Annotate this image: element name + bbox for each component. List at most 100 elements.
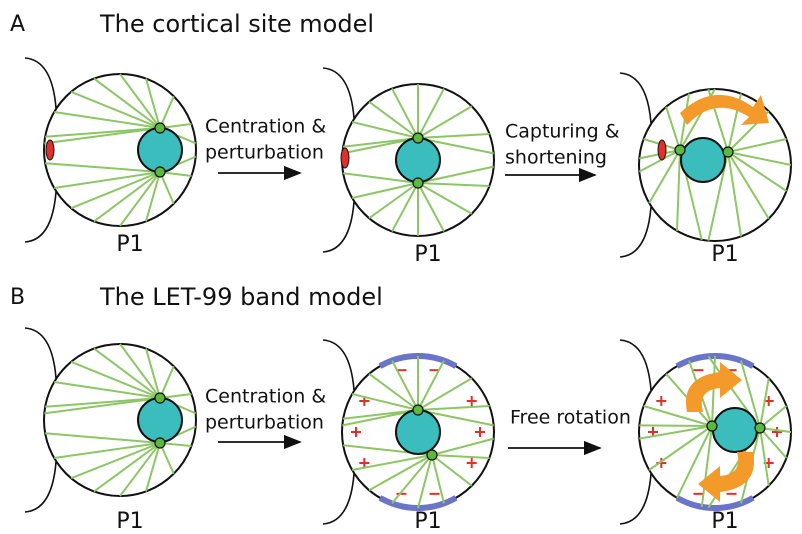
panel-letter: A [10, 12, 25, 37]
microtubule [368, 100, 419, 139]
microtubule [727, 151, 770, 220]
microtubule [351, 121, 419, 139]
microtubule [54, 111, 161, 129]
microtubule [711, 355, 716, 427]
step-label: Free rotation [510, 407, 631, 429]
neighbor-cell [24, 57, 57, 109]
microtubule [638, 149, 681, 173]
microtubule [391, 454, 433, 505]
cell-label: P1 [116, 509, 143, 534]
microtubule [343, 409, 419, 420]
microtubule [417, 105, 473, 139]
nucleus [395, 137, 441, 183]
microtubule [343, 172, 419, 184]
microtubule [368, 372, 419, 411]
microtubule [431, 454, 490, 459]
nucleus [680, 137, 726, 183]
microtubule [700, 425, 713, 507]
microtubule [70, 442, 161, 480]
nucleus [712, 407, 758, 453]
spindle-pole [722, 146, 734, 158]
microtubule [145, 348, 161, 399]
cortical-site [340, 147, 350, 169]
microtubule [759, 427, 770, 486]
microtubule [45, 162, 161, 173]
neighbor-cell [619, 72, 652, 124]
neighbor-cell [322, 201, 355, 253]
microtubule [417, 165, 494, 184]
cortical-site [657, 139, 667, 161]
spindle-pole [154, 437, 166, 449]
microtubule [145, 171, 161, 222]
neighbor-cell [322, 473, 355, 525]
microtubule [351, 182, 419, 199]
microtubule [417, 137, 494, 155]
spindle-pole [426, 449, 438, 461]
spindle-pole [412, 404, 424, 416]
panel-letter: B [10, 285, 25, 310]
step-label: Centration & [205, 116, 326, 138]
spindle-pole [706, 420, 718, 432]
microtubule [93, 171, 161, 223]
microtubule [639, 425, 713, 440]
rotation-arrow [680, 94, 769, 125]
microtubule [70, 360, 161, 399]
microtubule [391, 360, 419, 411]
microtubule [417, 377, 473, 411]
microtubule [648, 425, 713, 471]
neighbor-cell [619, 339, 652, 391]
microtubule [45, 127, 161, 138]
microtubule [93, 347, 161, 399]
microtubule [665, 106, 681, 151]
neighbor-cell [24, 461, 57, 513]
microtubule [391, 182, 419, 232]
spindle-pole [412, 132, 424, 144]
microtubule [70, 90, 161, 129]
spindle-pole [154, 122, 166, 134]
microtubule [45, 432, 161, 444]
microtubule [417, 88, 445, 139]
cell-label: P1 [414, 242, 441, 267]
nucleus [137, 127, 183, 173]
microtubule [740, 360, 761, 429]
cell-label: P1 [116, 232, 143, 257]
microtubule [727, 151, 742, 237]
microtubule [145, 442, 161, 492]
let99-band [675, 495, 755, 511]
nucleus [395, 409, 441, 455]
microtubule [70, 171, 161, 210]
step-label: Capturing & [505, 121, 620, 143]
microtubule [648, 149, 681, 204]
microtubule [351, 454, 433, 471]
microtubule [431, 454, 445, 504]
microtubule [727, 151, 792, 166]
microtubule [119, 171, 161, 227]
microtubule [417, 405, 490, 411]
microtubule [351, 393, 419, 411]
microtubule [145, 78, 161, 129]
microtubule [417, 454, 433, 509]
microtubule [159, 171, 175, 205]
microtubule [417, 360, 445, 411]
microtubule [759, 427, 788, 459]
neighbor-cell [619, 473, 652, 525]
microtubule [759, 405, 788, 429]
rotation-arrow [698, 452, 755, 502]
microtubule [119, 343, 161, 399]
panel-title: The LET-99 band model [99, 283, 383, 311]
microtubule [431, 437, 494, 456]
microtubule [417, 182, 445, 232]
spindle-pole [154, 392, 166, 404]
microtubule [431, 454, 473, 487]
microtubule [93, 442, 161, 493]
microtubule [343, 137, 419, 148]
microtubule [45, 397, 161, 408]
neighbor-cell [322, 339, 355, 391]
rotation-arrow [685, 362, 742, 412]
neighbor-cell [24, 327, 57, 379]
microtubule [159, 365, 175, 399]
neighbor-cell [24, 191, 57, 243]
microtubule [676, 149, 681, 231]
spindle-pole [754, 422, 766, 434]
